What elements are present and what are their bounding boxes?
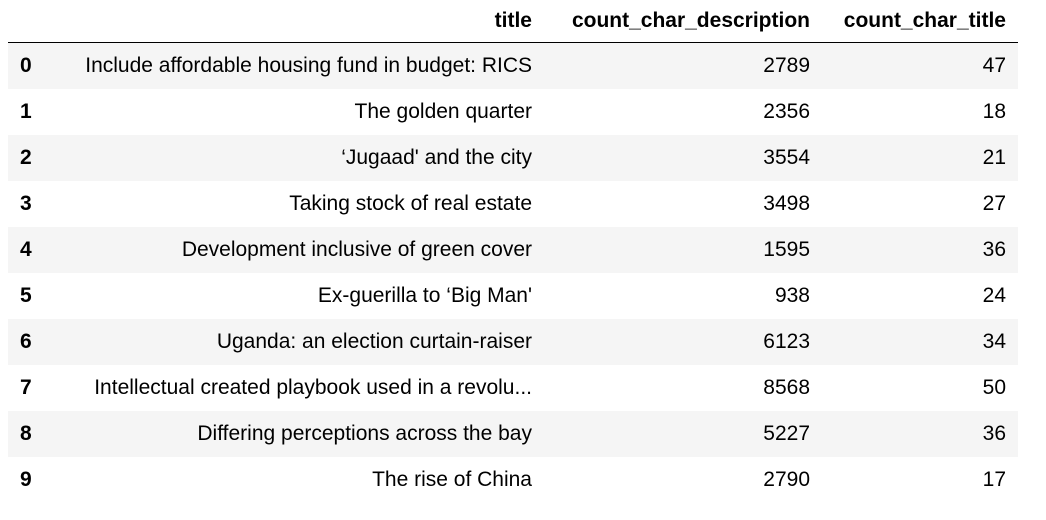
table-row: 6 Uganda: an election curtain-raiser 612… — [8, 319, 1018, 365]
table-body: 0 Include affordable housing fund in bud… — [8, 42, 1018, 503]
count-char-description-cell: 3554 — [763, 146, 810, 169]
count-char-description-cell: 2790 — [763, 468, 810, 491]
row-index: 3 — [20, 192, 32, 215]
count-char-title-cell: 36 — [982, 422, 1006, 445]
title-cell: Uganda: an election curtain-raiser — [216, 330, 532, 353]
count-char-title-cell: 50 — [982, 376, 1006, 399]
table-row: 5 Ex-guerilla to ‘Big Man' 938 24 — [8, 273, 1018, 319]
row-index: 5 — [20, 284, 32, 307]
row-index: 2 — [20, 146, 32, 169]
column-header-count-char-title: count_char_title — [843, 9, 1006, 32]
row-index: 7 — [20, 376, 32, 399]
count-char-description-cell: 2789 — [763, 54, 810, 77]
count-char-description-cell: 3498 — [763, 192, 810, 215]
row-index: 4 — [20, 238, 32, 261]
title-cell: Ex-guerilla to ‘Big Man' — [317, 284, 532, 307]
table-row: 4 Development inclusive of green cover 1… — [8, 227, 1018, 273]
header-row: title count_char_description count_char_… — [8, 0, 1018, 43]
count-char-title-cell: 17 — [982, 468, 1006, 491]
count-char-description-cell: 1595 — [763, 238, 810, 261]
table-row: 1 The golden quarter 2356 18 — [8, 89, 1018, 135]
title-cell: The rise of China — [372, 468, 532, 491]
row-index: 9 — [20, 468, 32, 491]
count-char-title-cell: 47 — [982, 54, 1006, 77]
count-char-title-cell: 27 — [982, 192, 1006, 215]
count-char-description-cell: 5227 — [763, 422, 810, 445]
count-char-description-cell: 938 — [774, 284, 810, 307]
count-char-title-cell: 18 — [982, 100, 1006, 123]
title-cell: Development inclusive of green cover — [181, 238, 532, 261]
column-header-count-char-description: count_char_description — [571, 9, 810, 32]
count-char-title-cell: 34 — [982, 330, 1006, 353]
count-char-title-cell: 21 — [982, 146, 1006, 169]
row-index: 8 — [20, 422, 32, 445]
table-row: 3 Taking stock of real estate 3498 27 — [8, 181, 1018, 227]
table-row: 9 The rise of China 2790 17 — [8, 457, 1018, 503]
count-char-description-cell: 8568 — [763, 376, 810, 399]
count-char-title-cell: 24 — [982, 284, 1006, 307]
title-cell: Include affordable housing fund in budge… — [85, 54, 532, 77]
count-char-title-cell: 36 — [982, 238, 1006, 261]
row-index: 6 — [20, 330, 32, 353]
table-row: 8 Differing perceptions across the bay 5… — [8, 411, 1018, 457]
row-index: 0 — [20, 54, 32, 77]
table-row: 7 Intellectual created playbook used in … — [8, 365, 1018, 411]
table-header: title count_char_description count_char_… — [8, 0, 1018, 43]
count-char-description-cell: 2356 — [763, 100, 810, 123]
title-cell: Differing perceptions across the bay — [197, 422, 532, 445]
index-header — [8, 0, 52, 43]
title-cell: The golden quarter — [354, 100, 532, 123]
column-header-title: title — [494, 9, 532, 32]
dataframe-table: title count_char_description count_char_… — [8, 0, 1018, 503]
title-cell: ‘Jugaad' and the city — [341, 146, 532, 169]
title-cell: Taking stock of real estate — [289, 192, 532, 215]
row-index: 1 — [20, 100, 32, 123]
table-row: 0 Include affordable housing fund in bud… — [8, 42, 1018, 89]
title-cell: Intellectual created playbook used in a … — [94, 376, 532, 399]
table-row: 2 ‘Jugaad' and the city 3554 21 — [8, 135, 1018, 181]
count-char-description-cell: 6123 — [763, 330, 810, 353]
